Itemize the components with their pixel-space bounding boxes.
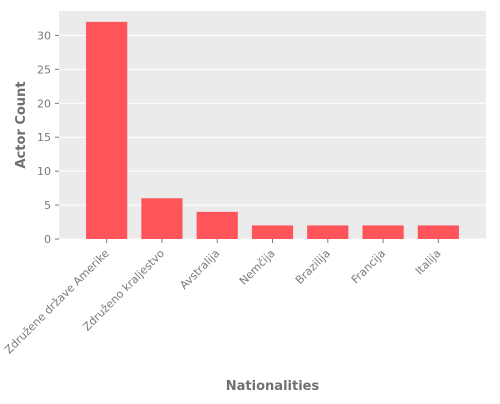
y-axis-title: Actor Count: [14, 81, 29, 168]
y-tick-label: 25: [37, 63, 51, 76]
x-axis-title: Nationalities: [226, 379, 320, 394]
gridlines: [59, 34, 486, 240]
y-axis-ticks: 0 5 10 15 20 25 30: [37, 29, 59, 246]
bar: [251, 225, 294, 239]
y-tick-label: 5: [44, 199, 51, 212]
y-tick-label: 10: [37, 165, 51, 178]
x-tick-label: Avstralija: [177, 247, 222, 292]
y-tick-label: 30: [37, 29, 51, 42]
bars: [86, 21, 459, 239]
x-tick-label: Brazilija: [293, 247, 333, 287]
bar: [362, 225, 404, 239]
y-tick-label: 20: [37, 97, 51, 110]
plot-background: [59, 11, 486, 239]
y-tick-label: 15: [37, 131, 51, 144]
bar: [417, 225, 459, 239]
y-tick-label: 0: [44, 233, 51, 246]
x-tick-label: Francija: [349, 247, 388, 286]
x-tick-label: Združene države Amerike: [2, 247, 112, 357]
bar: [141, 198, 183, 239]
bar: [307, 225, 349, 239]
x-tick-label: Nemčija: [237, 247, 278, 288]
bar: [196, 211, 238, 239]
bar: [86, 21, 128, 239]
x-tick-label: Italija: [413, 247, 444, 278]
